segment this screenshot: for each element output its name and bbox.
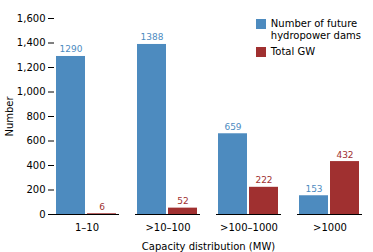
- svg-text:600: 600: [26, 135, 45, 146]
- svg-text:1,600: 1,600: [17, 13, 46, 24]
- svg-text:6: 6: [99, 202, 105, 212]
- svg-text:432: 432: [336, 150, 353, 160]
- svg-text:1,200: 1,200: [17, 62, 46, 73]
- svg-text:1388: 1388: [141, 32, 164, 42]
- html-text:Total GW: Total GW: [270, 46, 315, 57]
- svg-text:1–10: 1–10: [75, 222, 99, 233]
- svg-text:1,000: 1,000: [17, 86, 46, 97]
- svg-text:222: 222: [255, 175, 272, 185]
- svg-text:Capacity distribution (MW): Capacity distribution (MW): [142, 241, 275, 252]
- svg-text:1,400: 1,400: [17, 37, 46, 48]
- svg-text:1290: 1290: [60, 44, 83, 54]
- svg-text:153: 153: [305, 184, 322, 194]
- svg-text:>1000: >1000: [313, 222, 347, 233]
- svg-text:Number: Number: [4, 96, 15, 137]
- svg-text:>10–100: >10–100: [145, 222, 190, 233]
- svg-text:52: 52: [177, 196, 188, 206]
- html-text:Number of future hydropower da: Number of future hydropower dams: [270, 18, 361, 41]
- svg-text:0: 0: [39, 209, 45, 220]
- svg-text:659: 659: [224, 122, 241, 132]
- svg-text:200: 200: [26, 184, 45, 195]
- svg-text:800: 800: [26, 111, 45, 122]
- svg-text:400: 400: [26, 160, 45, 171]
- svg-text:>100–1000: >100–1000: [220, 222, 278, 233]
